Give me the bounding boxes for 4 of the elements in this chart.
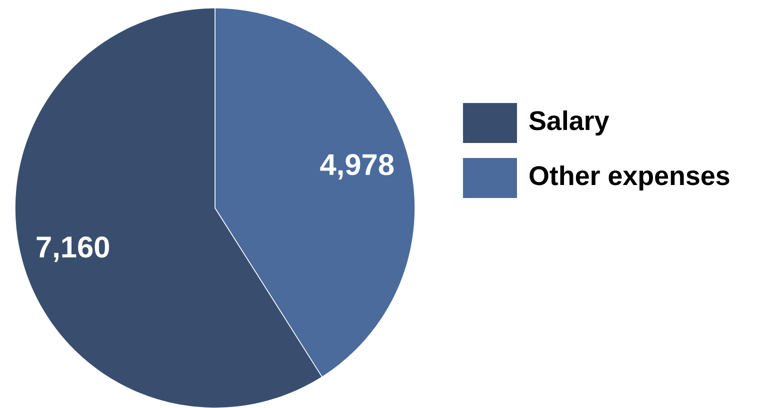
legend-label: Salary	[529, 110, 610, 136]
data-label: 7,160	[36, 236, 110, 262]
legend-label: Other expenses	[530, 165, 730, 190]
data-label: 4,978	[320, 154, 394, 180]
